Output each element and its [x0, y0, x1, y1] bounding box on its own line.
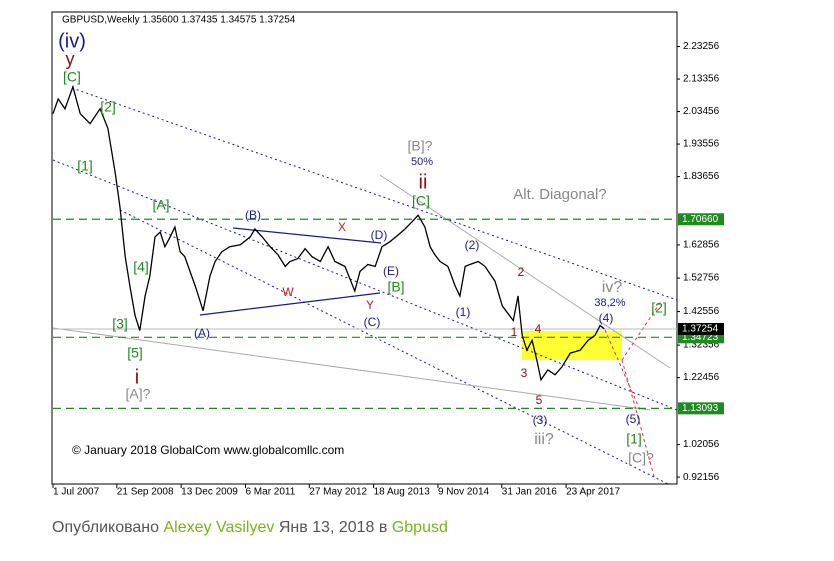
wave-label: (A) [194, 326, 210, 340]
wave-label: [2] [651, 300, 667, 316]
chart: GBPUSD,Weekly 1.35600 1.37435 1.34575 1.… [51, 11, 724, 498]
highlight-box [522, 331, 622, 360]
y-tick-label: 1.93556 [683, 139, 720, 150]
wave-label: y [66, 49, 75, 69]
wave-label: X [338, 220, 346, 234]
plot-frame [51, 11, 678, 485]
wave-label: [2] [100, 99, 116, 115]
wave-label: 5 [536, 393, 543, 407]
wave-label: W [282, 285, 294, 299]
y-tick-label: 1.02056 [683, 439, 720, 450]
wave-label: [B] [387, 279, 404, 295]
wave-label: (1) [456, 305, 471, 319]
wave-label: i [135, 366, 139, 388]
topic-link[interactable]: Gbpusd [391, 519, 448, 536]
wave-label: 1 [511, 325, 518, 339]
wave-label: [A]? [126, 386, 151, 402]
wave-label: [B]? [408, 138, 433, 154]
x-tick-label: 27 May 2012 [309, 487, 367, 498]
wave-label: [C]? [628, 450, 654, 466]
last-price-box [678, 322, 724, 335]
wave-label: (B) [245, 208, 261, 222]
wave-label: [A] [152, 197, 169, 213]
projection-lines [604, 299, 663, 481]
wave-label: (E) [383, 264, 399, 278]
last-price-label: 1.37254 [682, 324, 719, 335]
wave-label: (C) [364, 315, 381, 329]
y-tick-label: 1.62856 [683, 240, 720, 251]
level-label: 1.70660 [682, 214, 719, 225]
author-link[interactable]: Alexey Vasilyev [163, 519, 275, 536]
chart-header: GBPUSD,Weekly 1.35600 1.37435 1.34575 1.… [62, 15, 296, 26]
y-tick-label: 1.32356 [683, 340, 720, 351]
wave-label: iv? [602, 279, 623, 296]
triangle-lines [199, 227, 382, 316]
wave-label: [C] [63, 69, 81, 85]
footer: Опубликовано Alexey Vasilyev Янв 13, 201… [52, 519, 448, 537]
wave-label: [5] [127, 345, 143, 361]
x-tick-label: 23 Apr 2017 [566, 487, 620, 498]
y-tick-label: 1.42556 [683, 306, 720, 317]
level-label-box [678, 213, 724, 226]
copyright: © January 2018 GlobalCom www.globalcomll… [72, 443, 344, 457]
footer-date: Янв 13, 2018 в [278, 519, 388, 536]
wave-label: (2) [465, 238, 480, 252]
x-tick-label: 9 Nov 2014 [438, 487, 490, 498]
level-label-box [678, 402, 724, 415]
wave-label: [3] [112, 316, 128, 332]
channel-lines [52, 87, 678, 485]
wave-label: [C] [412, 193, 430, 209]
x-tick-label: 21 Sep 2008 [117, 487, 174, 498]
wave-label: [1] [626, 431, 642, 447]
wave-label: 4 [535, 322, 542, 336]
footer-prefix: Опубликовано [52, 519, 160, 536]
wave-label: [1] [77, 158, 93, 174]
wave-label: [4] [133, 259, 149, 275]
wave-label: 2 [518, 265, 525, 279]
y-tick-label: 1.83656 [683, 171, 720, 182]
x-tick-label: 31 Jan 2016 [502, 487, 557, 498]
wave-label: 38,2% [594, 297, 625, 309]
wave-label: 3 [521, 366, 528, 380]
trend-lines [52, 174, 671, 411]
wave-label: (4) [599, 311, 614, 325]
x-tick-label: 6 Mar 2011 [245, 487, 295, 498]
y-tick-label: 2.03456 [683, 106, 720, 117]
level-label: 1.13093 [682, 403, 719, 414]
wave-label: Alt. Diagonal? [513, 186, 606, 203]
price-line [52, 84, 605, 382]
x-tick-label: 13 Dec 2009 [181, 487, 238, 498]
y-tick-label: 0.92156 [683, 472, 720, 483]
wave-label: (3) [533, 413, 548, 427]
wave-label: (5) [626, 412, 641, 426]
y-tick-label: 1.52756 [683, 273, 720, 284]
wave-label: iii? [534, 431, 554, 448]
wave-label: ii [419, 171, 428, 193]
wave-label: Y [366, 298, 374, 312]
x-tick-label: 18 Aug 2013 [374, 487, 431, 498]
wave-label: 50% [411, 156, 433, 168]
y-tick-label: 1.22456 [683, 372, 720, 383]
y-tick-label: 2.13356 [683, 74, 720, 85]
level-label: 1.34723 [682, 332, 719, 343]
wave-label: (iv) [58, 30, 86, 52]
wave-label: (D) [371, 228, 388, 242]
y-tick-label: 2.23256 [683, 41, 720, 52]
x-tick-label: 1 Jul 2007 [53, 487, 100, 498]
